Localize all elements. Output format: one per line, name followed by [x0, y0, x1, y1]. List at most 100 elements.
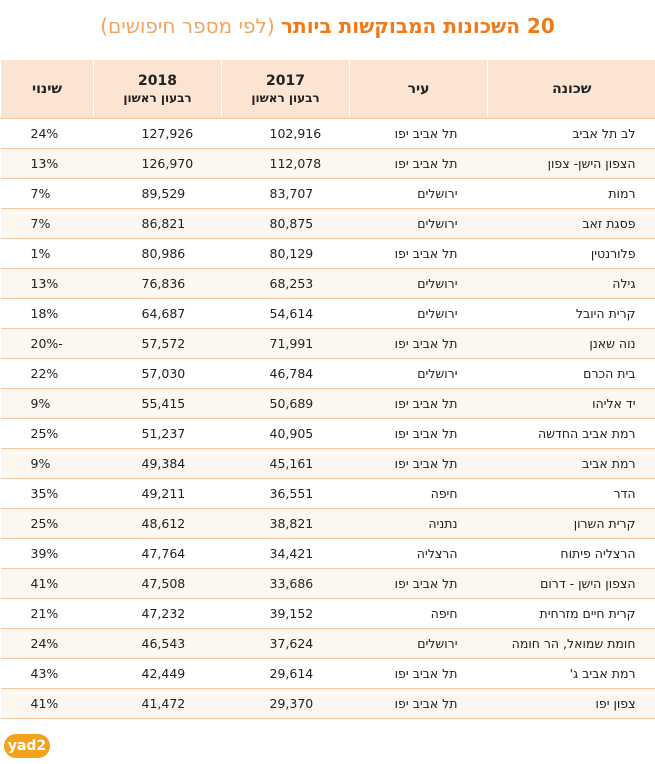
- cell-y2017: 40,905: [221, 418, 350, 449]
- cell-change: 25%: [0, 508, 94, 539]
- cell-change: 25%: [0, 418, 94, 449]
- cell-change: 9%: [0, 388, 94, 419]
- cell-y2018: 64,687: [93, 298, 222, 329]
- cell-hood: פלורנטין: [487, 238, 655, 269]
- cell-change: 21%: [0, 598, 94, 629]
- cell-y2017: 68,253: [221, 268, 350, 299]
- cell-y2017: 71,991: [221, 328, 350, 359]
- table-row: רמת אביב תל אביב יפו 45,161 49,384 9%: [0, 448, 655, 479]
- cell-hood: גילה: [487, 268, 655, 299]
- cell-city: ירושלים: [349, 208, 488, 239]
- cell-y2018: 48,612: [93, 508, 222, 539]
- cell-y2018: 80,986: [93, 238, 222, 269]
- cell-hood: הצפון הישן- צפון: [487, 148, 655, 179]
- title-sub: (לפי מספר חיפושים): [100, 14, 275, 38]
- column-header-sublabel: רבעון ראשון: [251, 91, 320, 105]
- cell-y2018: 76,836: [93, 268, 222, 299]
- cell-hood: קרית היובל: [487, 298, 655, 329]
- cell-y2018: 46,543: [93, 628, 222, 659]
- column-header-hood: שכונה: [487, 60, 655, 119]
- title-main: 20 השכונות המבוקשות ביותר: [280, 14, 555, 38]
- cell-city: תל אביב יפו: [349, 568, 488, 599]
- cell-y2018: 89,529: [93, 178, 222, 209]
- table-row: רמות ירושלים 83,707 89,529 7%: [0, 178, 655, 209]
- cell-y2017: 45,161: [221, 448, 350, 479]
- table-row: גילה ירושלים 68,253 76,836 13%: [0, 268, 655, 299]
- cell-change: 24%: [0, 118, 94, 149]
- cell-hood: נוה שאנן: [487, 328, 655, 359]
- cell-y2018: 47,764: [93, 538, 222, 569]
- cell-hood: בית הכרם: [487, 358, 655, 389]
- cell-change: 43%: [0, 658, 94, 689]
- cell-y2018: 57,030: [93, 358, 222, 389]
- cell-y2017: 29,370: [221, 688, 350, 719]
- cell-y2017: 34,421: [221, 538, 350, 569]
- cell-y2017: 83,707: [221, 178, 350, 209]
- cell-y2017: 50,689: [221, 388, 350, 419]
- table-header-row: שכונה עיר 2017 רבעון ראשון 2018 רבעון ראשון שי…: [0, 60, 655, 119]
- cell-city: ירושלים: [349, 358, 488, 389]
- cell-y2018: 126,970: [93, 148, 222, 179]
- cell-hood: הצפון הישן - דרום: [487, 568, 655, 599]
- column-header-city: עיר: [349, 60, 488, 119]
- cell-city: תל אביב יפו: [349, 658, 488, 689]
- cell-y2017: 37,624: [221, 628, 350, 659]
- table-body: לב תל אביב תל אביב יפו 102,916 127,926 24% הצ…: [0, 118, 655, 719]
- cell-hood: קרית חיים מזרחית: [487, 598, 655, 629]
- cell-city: תל אביב יפו: [349, 238, 488, 269]
- cell-y2017: 54,614: [221, 298, 350, 329]
- cell-hood: חומת שמואל, הר חומה: [487, 628, 655, 659]
- cell-change: 13%: [0, 148, 94, 179]
- cell-y2017: 46,784: [221, 358, 350, 389]
- table-row: צפון יפו תל אביב יפו 29,370 41,472 41%: [0, 688, 655, 719]
- table-row: לב תל אביב תל אביב יפו 102,916 127,926 24%: [0, 118, 655, 149]
- cell-y2018: 47,232: [93, 598, 222, 629]
- yad2-logo: yad2: [4, 734, 50, 758]
- cell-y2018: 57,572: [93, 328, 222, 359]
- cell-hood: פסגת זאב: [487, 208, 655, 239]
- cell-y2017: 38,821: [221, 508, 350, 539]
- cell-y2017: 29,614: [221, 658, 350, 689]
- data-table-container: שכונה עיר 2017 רבעון ראשון 2018 רבעון ראשון שי…: [0, 60, 655, 719]
- cell-y2017: 80,875: [221, 208, 350, 239]
- cell-city: נתניה: [349, 508, 488, 539]
- cell-y2018: 47,508: [93, 568, 222, 599]
- cell-y2018: 86,821: [93, 208, 222, 239]
- cell-y2018: 42,449: [93, 658, 222, 689]
- table-row: רמת אביב החדשה תל אביב יפו 40,905 51,237 25%: [0, 418, 655, 449]
- table-row: נוה שאנן תל אביב יפו 71,991 57,572 -20%: [0, 328, 655, 359]
- cell-city: תל אביב יפו: [349, 148, 488, 179]
- cell-city: חיפה: [349, 478, 488, 509]
- cell-hood: רמת אביב: [487, 448, 655, 479]
- cell-city: תל אביב יפו: [349, 448, 488, 479]
- cell-y2017: 112,078: [221, 148, 350, 179]
- cell-change: -20%: [0, 328, 94, 359]
- column-header-label: שכונה: [552, 81, 592, 97]
- table-row: בית הכרם ירושלים 46,784 57,030 22%: [0, 358, 655, 389]
- table-row: רמת אביב ג' תל אביב יפו 29,614 42,449 43%: [0, 658, 655, 689]
- cell-change: 39%: [0, 538, 94, 569]
- table-row: יד אליהו תל אביב יפו 50,689 55,415 9%: [0, 388, 655, 419]
- column-header-y2018: 2018 רבעון ראשון: [93, 60, 222, 119]
- cell-city: הרצליה: [349, 538, 488, 569]
- cell-y2018: 127,926: [93, 118, 222, 149]
- column-header-label: 2017: [266, 73, 305, 89]
- cell-change: 41%: [0, 688, 94, 719]
- cell-y2018: 41,472: [93, 688, 222, 719]
- table-row: הצפון הישן- צפון תל אביב יפו 112,078 126,97…: [0, 148, 655, 179]
- cell-hood: רמות: [487, 178, 655, 209]
- column-header-y2017: 2017 רבעון ראשון: [221, 60, 350, 119]
- cell-hood: רמת אביב החדשה: [487, 418, 655, 449]
- cell-hood: צפון יפו: [487, 688, 655, 719]
- cell-hood: קרית השרון: [487, 508, 655, 539]
- table-row: פלורנטין תל אביב יפו 80,129 80,986 1%: [0, 238, 655, 269]
- cell-change: 13%: [0, 268, 94, 299]
- cell-y2018: 49,384: [93, 448, 222, 479]
- cell-change: 7%: [0, 178, 94, 209]
- table-row: פסגת זאב ירושלים 80,875 86,821 7%: [0, 208, 655, 239]
- cell-hood: לב תל אביב: [487, 118, 655, 149]
- cell-hood: יד אליהו: [487, 388, 655, 419]
- cell-y2017: 80,129: [221, 238, 350, 269]
- table-row: הרצליה פיתוח הרצליה 34,421 47,764 39%: [0, 538, 655, 569]
- cell-city: ירושלים: [349, 298, 488, 329]
